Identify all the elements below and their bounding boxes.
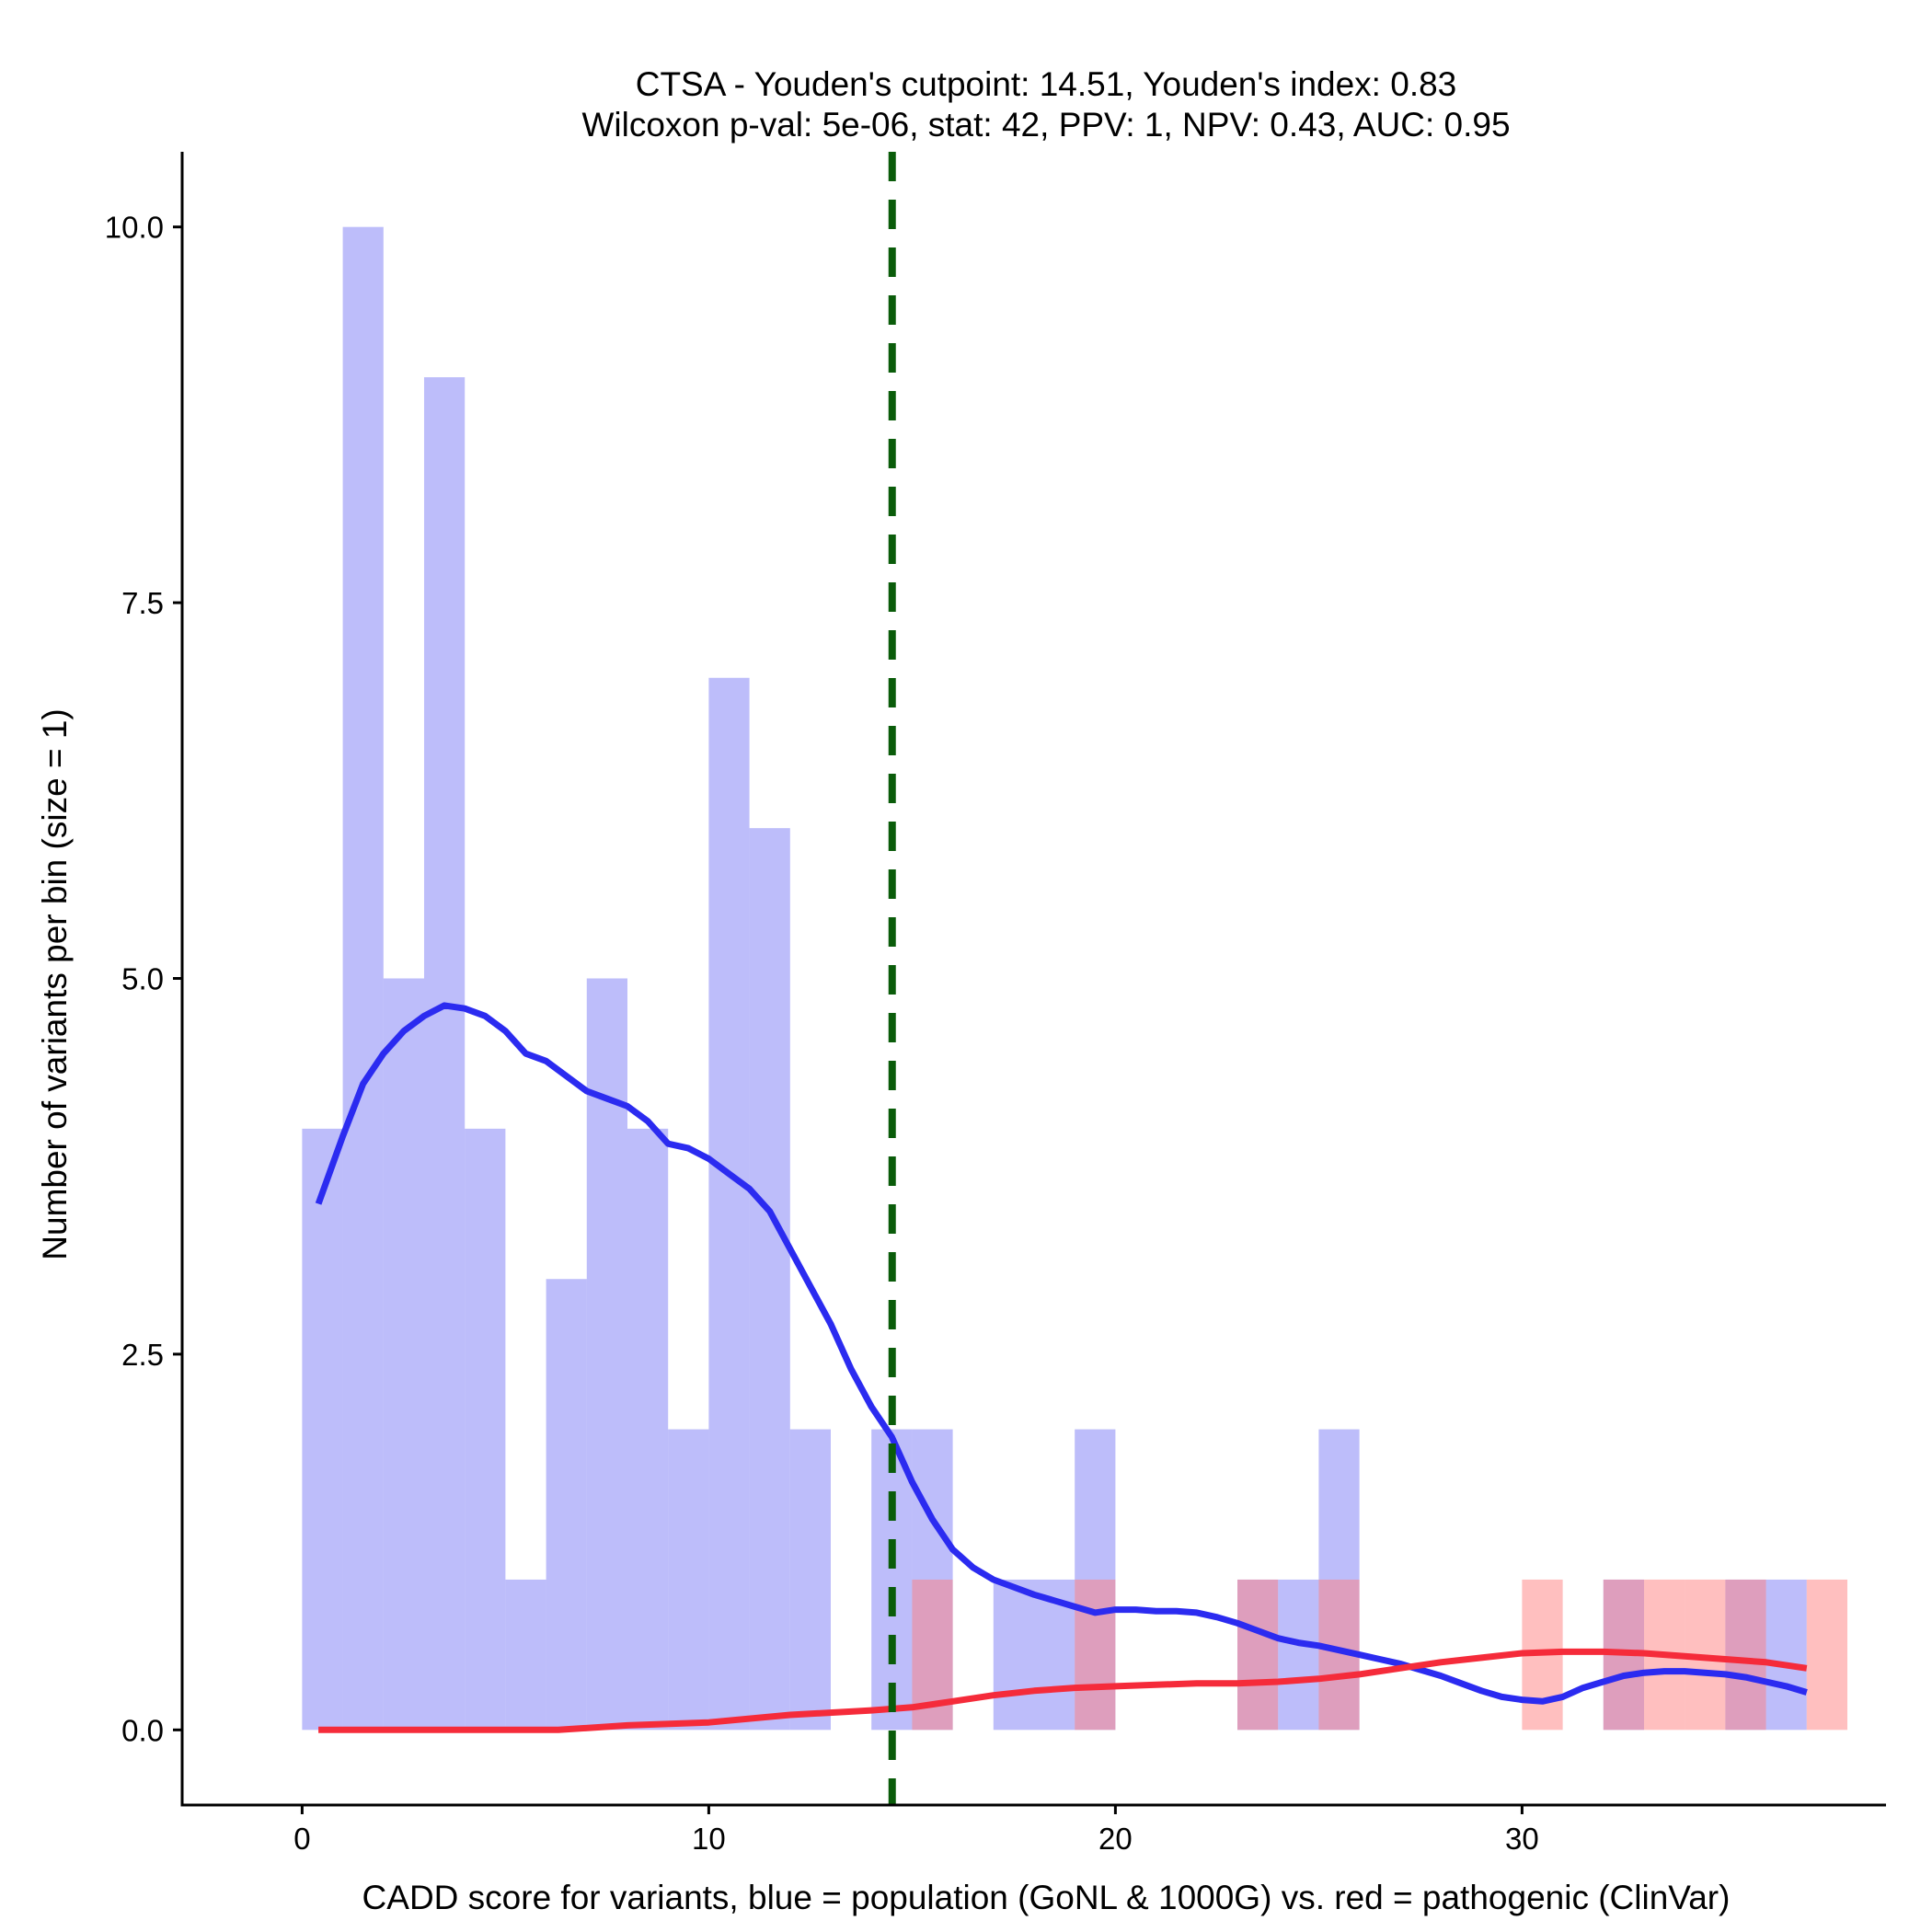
- y-tick-label: 2.5: [121, 1338, 164, 1372]
- x-axis-ticks: 0 10 20 30: [293, 1805, 1539, 1856]
- population-bar: [1278, 1579, 1319, 1731]
- population-bar: [423, 377, 466, 1731]
- y-tick-label: 10.0: [105, 211, 164, 245]
- population-bar: [789, 1429, 831, 1731]
- population-bar: [302, 1128, 343, 1731]
- population-bar: [627, 1128, 669, 1731]
- population-bar: [505, 1579, 546, 1731]
- y-axis-ticks: 0.0 2.5 5.0 7.5 10.0: [105, 211, 182, 1747]
- population-bar: [708, 677, 750, 1731]
- population-bar: [465, 1128, 506, 1731]
- y-tick-label: 5.0: [121, 962, 164, 996]
- population-bar: [383, 978, 424, 1731]
- population-bar: [546, 1279, 587, 1731]
- pathogenic-density-curve: [318, 1648, 1808, 1733]
- population-bar: [993, 1579, 1034, 1731]
- population-histogram-bars: [302, 226, 1807, 1731]
- x-tick-label: 0: [293, 1822, 310, 1856]
- population-bar: [668, 1429, 709, 1731]
- chart-title-line-2: Wilcoxon p-val: 5e-06, stat: 42, PPV: 1,…: [581, 106, 1510, 144]
- y-axis-title: Number of variants per bin (size = 1): [36, 708, 74, 1259]
- x-tick-label: 20: [1098, 1822, 1133, 1856]
- x-tick-label: 30: [1505, 1822, 1539, 1856]
- population-bar: [871, 1429, 913, 1731]
- chart-title-line-1: CTSA - Youden's cutpoint: 14.51, Youden'…: [636, 65, 1457, 103]
- pathogenic-bar: [1725, 1579, 1766, 1731]
- y-tick-label: 7.5: [121, 586, 164, 620]
- population-bar: [1765, 1579, 1807, 1731]
- x-tick-label: 10: [692, 1822, 726, 1856]
- pathogenic-bar: [1237, 1579, 1279, 1731]
- x-axis-title: CADD score for variants, blue = populati…: [362, 1879, 1731, 1916]
- density-curves: [315, 1002, 1808, 1733]
- population-bar: [749, 828, 790, 1731]
- pathogenic-bar: [1806, 1579, 1848, 1731]
- population-density-curve: [315, 1002, 1808, 1705]
- y-tick-label: 0.0: [121, 1713, 164, 1747]
- pathogenic-bar: [1075, 1579, 1116, 1731]
- population-bar: [342, 226, 384, 1731]
